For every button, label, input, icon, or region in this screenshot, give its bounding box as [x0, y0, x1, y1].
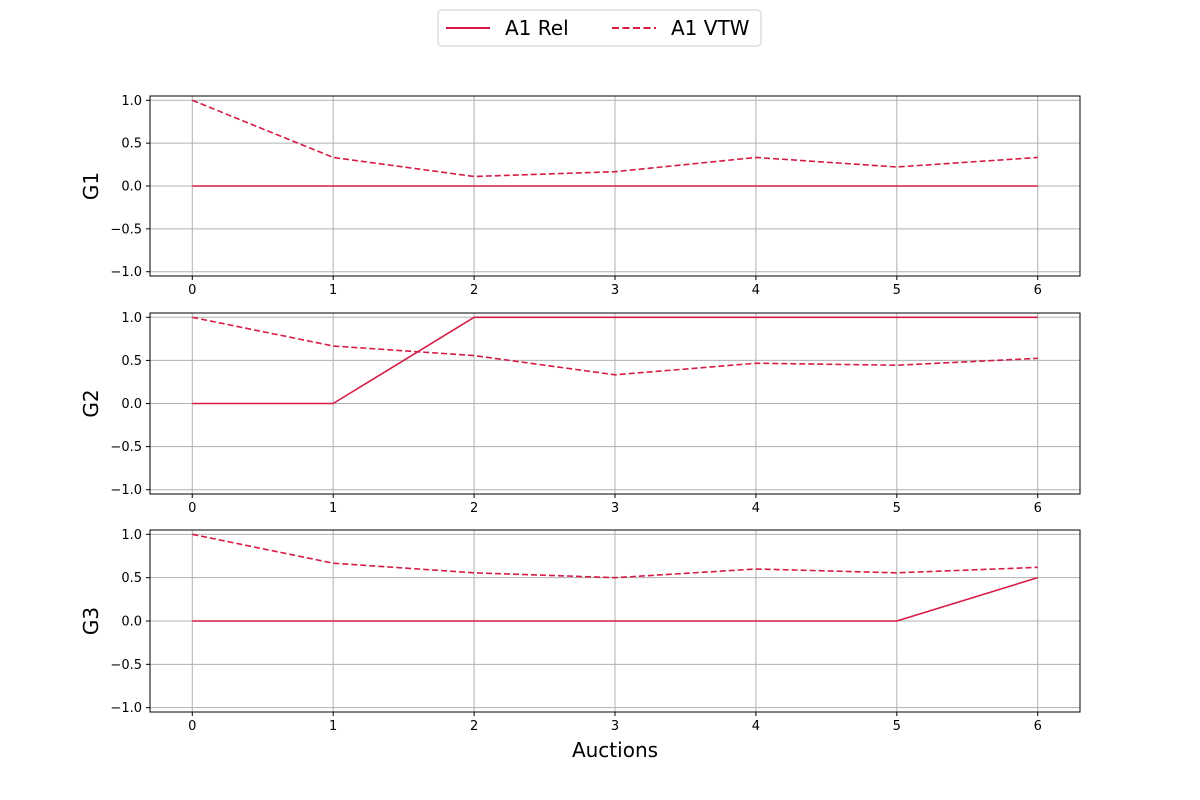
legend-frame	[437, 9, 762, 47]
x-tick-label: 4	[752, 501, 760, 516]
y-tick-label: 0.5	[121, 571, 142, 586]
x-tick-label: 5	[893, 501, 901, 516]
x-tick-label: 5	[893, 719, 901, 734]
y-tick-label: 1.0	[121, 94, 142, 109]
x-tick-label: 4	[752, 719, 760, 734]
x-tick-label: 0	[188, 719, 196, 734]
x-tick-label: 4	[752, 283, 760, 298]
y-tick-label: 1.0	[121, 311, 142, 326]
y-axis-label: G2	[79, 389, 103, 417]
x-tick-label: 6	[1034, 719, 1042, 734]
x-tick-label: 1	[329, 283, 337, 298]
series-line-vtw	[192, 316, 1038, 376]
subplot-1: 0 1 2 3 4 5 6 −1.0 −0.5 0.0 0.5 1.0 G1	[79, 94, 1081, 298]
x-tick-label: 6	[1034, 283, 1042, 298]
y-tick-label: −1.0	[110, 701, 142, 716]
x-tick-label: 1	[329, 501, 337, 516]
y-tick-label: −1.0	[110, 265, 142, 280]
y-axis-label: G1	[79, 172, 103, 200]
y-axis-label: G3	[79, 607, 103, 635]
x-tick-label: 2	[470, 501, 478, 516]
subplot-2: 0 1 2 3 4 5 6 −1.0 −0.5 0.0 0.5 1.0 G2	[79, 311, 1081, 516]
x-tick-label: 1	[329, 719, 337, 734]
legend: A1 Rel A1 VTW	[437, 9, 762, 47]
y-tick-label: 0.5	[121, 354, 142, 369]
x-tick-label: 3	[611, 719, 619, 734]
legend-label-rel: A1 Rel	[505, 16, 569, 40]
y-tick-label: −0.5	[110, 440, 142, 455]
y-tick-label: 0.0	[121, 397, 142, 412]
y-tick-label: 0.5	[121, 137, 142, 152]
y-tick-label: 1.0	[121, 528, 142, 543]
y-tick-label: −0.5	[110, 222, 142, 237]
x-tick-label: 2	[470, 283, 478, 298]
y-tick-label: −0.5	[110, 658, 142, 673]
series-line-rel	[192, 576, 1038, 622]
x-axis-label: Auctions	[572, 738, 658, 762]
y-tick-label: 0.0	[121, 615, 142, 630]
legend-label-vtw: A1 VTW	[671, 16, 750, 40]
y-tick-label: −1.0	[110, 483, 142, 498]
series-line-vtw	[191, 99, 1038, 178]
x-tick-label: 3	[611, 501, 619, 516]
x-tick-label: 3	[611, 283, 619, 298]
x-tick-label: 2	[470, 719, 478, 734]
subplots: 0 1 2 3 4 5 6 −1.0 −0.5 0.0 0.5 1.0 G1 0 1 2 3 4 5 6 −1.0 −0.…	[79, 94, 1081, 762]
series-line-rel	[192, 316, 1038, 405]
y-tick-label: 0.0	[121, 180, 142, 195]
x-tick-label: 5	[893, 283, 901, 298]
x-tick-label: 0	[188, 501, 196, 516]
subplot-3: 0 1 2 3 4 5 6 −1.0 −0.5 0.0 0.5 1.0 G3 Auctions	[79, 528, 1081, 762]
x-tick-label: 6	[1034, 501, 1042, 516]
series-line-vtw	[192, 533, 1038, 579]
x-tick-label: 0	[188, 283, 196, 298]
